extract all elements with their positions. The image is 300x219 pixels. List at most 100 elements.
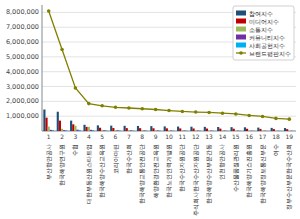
legend-box	[233, 6, 294, 60]
chart: 부산항만공사한국해양연구원수협대한부동산원스타트업한국해양수산교육원코리아마린한…	[0, 0, 300, 219]
legend-swatch	[239, 51, 243, 55]
legend-swatch	[236, 19, 246, 24]
legend-swatch	[236, 27, 246, 32]
y-axis-line	[42, 5, 43, 131]
x-tick-label: 10	[165, 133, 173, 140]
marker	[60, 48, 64, 52]
bar	[130, 130, 132, 131]
bar	[63, 130, 65, 131]
bar	[193, 128, 195, 131]
y-tick-label: 7,000,000	[6, 23, 39, 31]
bar	[141, 130, 143, 131]
bar	[119, 130, 121, 131]
category-label: 한국해양수산부문간동	[206, 144, 212, 204]
bar	[70, 121, 72, 131]
category-label: 주식회사한국수산자원공단	[193, 144, 199, 216]
bar	[259, 129, 261, 131]
bar	[239, 130, 241, 131]
bar	[179, 128, 181, 131]
marker	[181, 110, 185, 114]
bar-series	[52, 130, 295, 131]
bar	[284, 128, 286, 131]
marker	[207, 111, 211, 115]
bar	[166, 128, 168, 131]
category-label: 해양환경안전교육원	[153, 144, 159, 198]
bar	[197, 130, 199, 131]
bar	[48, 127, 50, 131]
bar	[172, 130, 174, 131]
category-label: 한국해양정보통신부문	[260, 144, 266, 204]
line-series	[47, 9, 291, 121]
bar	[250, 130, 252, 131]
bar	[224, 130, 226, 131]
bar	[43, 110, 45, 131]
bar	[246, 129, 248, 131]
bar	[74, 126, 76, 131]
category-label: 한국해양수산교육원	[99, 144, 105, 198]
bar	[257, 128, 259, 131]
category-labels: 부산항만공사한국해양연구원수협대한부동산원스타트업한국해양수산교육원코리아마린한…	[46, 144, 293, 216]
marker	[140, 107, 144, 111]
marker	[221, 111, 225, 115]
bar	[164, 126, 166, 131]
bar	[252, 130, 254, 131]
bar	[226, 130, 228, 131]
bar	[288, 130, 290, 131]
bar	[159, 130, 161, 131]
y-tick-label: 8,000,000	[6, 8, 39, 16]
bar	[248, 130, 250, 131]
bar	[264, 130, 266, 131]
bar	[86, 127, 88, 131]
bar	[277, 130, 279, 131]
x-tick-label: 2	[60, 133, 64, 140]
bar	[76, 130, 78, 131]
x-tick-label: 1	[47, 133, 51, 140]
bar	[262, 130, 264, 131]
marker	[194, 110, 198, 114]
bar	[290, 130, 292, 131]
bar	[208, 130, 210, 131]
y-tick-label: 1,000,000	[6, 112, 39, 120]
bar	[145, 130, 147, 131]
bar	[155, 130, 157, 131]
marker	[288, 117, 292, 121]
bar	[219, 129, 221, 131]
marker	[167, 109, 171, 113]
bar	[183, 130, 185, 131]
legend: 참여지수미디어지수소통지수커뮤니티지수사회공헌지수브랜드평판지수	[233, 6, 294, 60]
bar	[117, 130, 119, 131]
bar	[181, 130, 183, 131]
bar	[132, 130, 134, 131]
marker	[127, 106, 131, 110]
legend-label: 커뮤니티지수	[249, 34, 285, 41]
x-tick-label: 4	[87, 133, 91, 140]
bar	[79, 130, 81, 131]
x-tick-label: 19	[285, 133, 293, 140]
marker	[87, 102, 91, 106]
grid	[42, 12, 296, 116]
marker	[247, 114, 251, 118]
marks	[43, 9, 294, 131]
x-tick-label: 8	[140, 133, 144, 140]
bar	[83, 125, 85, 131]
bar	[65, 130, 67, 131]
legend-label: 사회공헌지수	[249, 42, 285, 49]
bar	[61, 129, 63, 131]
bar	[235, 130, 237, 131]
bar	[230, 127, 232, 131]
category-label: 대한부동산원스타트업	[86, 144, 92, 204]
bar	[221, 130, 223, 131]
bar	[105, 130, 107, 131]
bar	[244, 127, 246, 131]
bar-series	[50, 130, 293, 131]
marker	[100, 104, 104, 108]
marker	[114, 105, 118, 109]
x-tick-label: 3	[74, 133, 78, 140]
bar	[45, 118, 47, 131]
marker	[234, 112, 238, 116]
bar	[186, 130, 188, 131]
bar	[112, 128, 114, 131]
legend-swatch	[236, 11, 246, 16]
bar	[137, 126, 139, 131]
category-label: 인천항만공사	[219, 144, 225, 180]
